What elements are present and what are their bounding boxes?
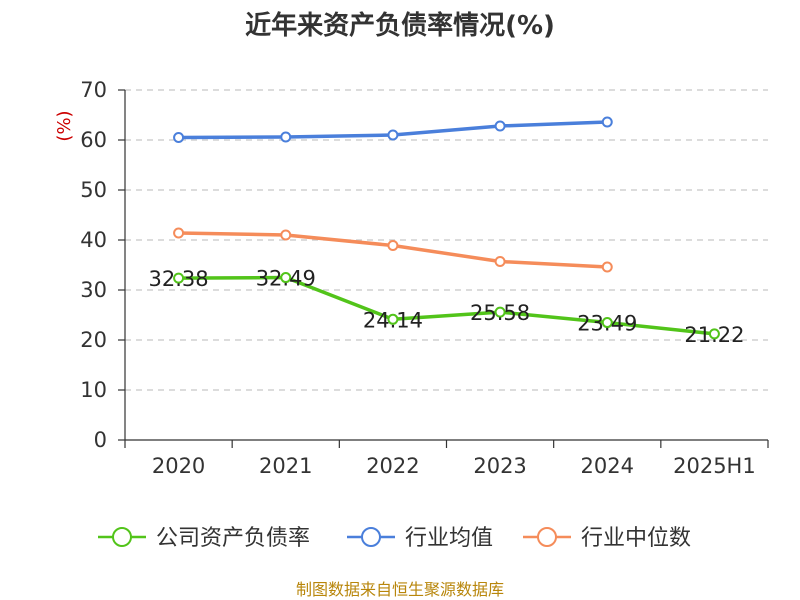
x-tick-label-2021: 2021: [259, 454, 312, 478]
series-0-point-3: [494, 306, 506, 318]
x-tick-labels: 2020 2021 2022 2023 2024 2025H1: [152, 454, 756, 478]
legend-marker-0: [112, 527, 132, 547]
axes: [118, 89, 769, 448]
y-tick-label-40: 40: [80, 228, 107, 252]
x-tick-label-2024: 2024: [581, 454, 634, 478]
series-0-point-0: [173, 272, 185, 284]
grid-lines: [125, 89, 768, 391]
legend-marker-2: [537, 527, 557, 547]
legend-label-0: 公司资产负债率: [156, 526, 310, 551]
source-note: 制图数据来自恒生聚源数据库: [296, 580, 504, 599]
series-2-point-2: [387, 240, 399, 251]
series-0-point-4: [601, 317, 613, 329]
legend: 公司资产负债率 行业均值 行业中位数: [98, 526, 691, 551]
series-1-point-3: [494, 120, 506, 132]
legend-marker-1: [361, 527, 381, 547]
data-label-2024: 23.49: [577, 312, 637, 336]
data-label-2025H1: 21.22: [684, 323, 744, 347]
x-tick-label-2025H1: 2025H1: [673, 454, 756, 478]
x-tick-label-2023: 2023: [473, 454, 526, 478]
data-labels: 32.38 32.49 24.14 25.58 23.49 21.22: [149, 267, 745, 347]
legend-label-1: 行业均值: [405, 526, 493, 551]
series-2-point-1: [280, 229, 292, 241]
y-tick-label-30: 30: [80, 278, 107, 302]
series-1-point-0: [173, 132, 185, 143]
y-tick-label-20: 20: [80, 328, 107, 352]
y-tick-label-70: 70: [80, 78, 107, 102]
y-tick-labels: 0 10 20 30 40 50 60 70: [80, 78, 107, 452]
series-1-point-2: [387, 129, 399, 141]
series-2-point-4: [601, 261, 613, 273]
data-label-2020: 32.38: [149, 267, 209, 291]
y-tick-label-60: 60: [80, 128, 107, 152]
series-0-point-1: [280, 272, 292, 284]
data-label-2022: 24.14: [363, 308, 423, 332]
series-line-0: [176, 275, 717, 336]
legend-label-2: 行业中位数: [581, 526, 691, 551]
data-label-2021: 32.49: [256, 267, 316, 291]
series-1-point-1: [280, 131, 292, 143]
y-tick-label-10: 10: [80, 378, 107, 402]
series-1-point-4: [601, 116, 613, 128]
series-group: [173, 116, 720, 340]
x-tick-label-2020: 2020: [152, 454, 205, 478]
chart-title: 近年来资产负债率情况(%): [245, 10, 555, 41]
series-2-point-0: [173, 227, 185, 239]
x-tick-label-2022: 2022: [366, 454, 419, 478]
data-label-2023: 25.58: [470, 301, 530, 325]
series-2-point-3: [494, 256, 506, 267]
series-0-point-5: [708, 328, 720, 340]
y-tick-label-50: 50: [80, 178, 107, 202]
y-axis-label: (%): [54, 110, 75, 141]
y-tick-label-0: 0: [94, 428, 107, 452]
series-0-point-2: [387, 313, 399, 325]
